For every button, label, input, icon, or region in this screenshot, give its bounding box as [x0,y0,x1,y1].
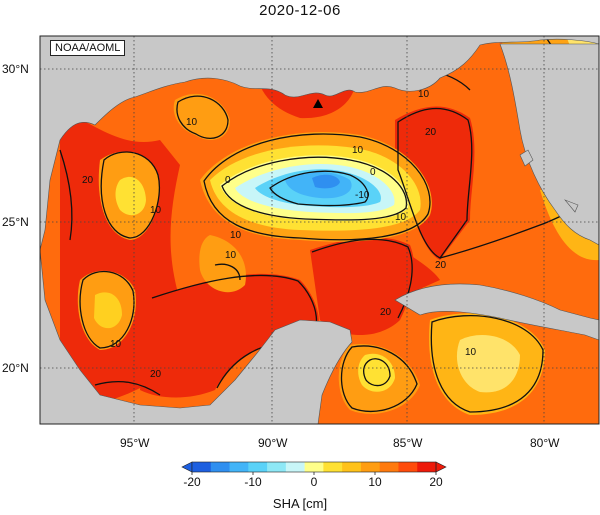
contour-label: 10 [186,117,198,128]
axis-labels: 30°N 25°N 20°N 95°W 90°W 85°W 80°W [2,62,560,450]
colorbar-segment [210,462,231,472]
contour-20-east [397,107,473,259]
colorbar-arrow-low [181,461,193,473]
map-frame [39,35,600,425]
colorbar-tick: 10 [368,475,382,489]
red-region-south [140,273,319,398]
colorbar-segment [304,462,324,472]
contour-10-north [176,95,229,139]
red-region-strait [380,235,440,300]
contour-label: 10 [225,250,237,261]
colorbar-tick: 20 [429,475,443,489]
graticule [40,36,599,424]
colorbar-ticks: -20 -10 0 10 20 [183,475,443,489]
lat-label: 25°N [2,215,29,229]
lon-label: 85°W [393,436,423,450]
map-title: 2020-12-06 [259,2,341,19]
land-florida [499,43,600,246]
contour-label: 20 [380,307,392,318]
contour-lines [59,36,599,413]
contour-10-central [214,263,241,281]
colorbar-segment [248,462,268,472]
colorbar [181,461,447,475]
lat-label: 20°N [2,361,29,375]
colorbar-segment [398,462,418,472]
yellow-center-caribbean-east [456,335,520,393]
colorbar-segment [192,462,212,472]
contour-label: 20 [150,369,162,380]
lon-label: 90°W [258,436,288,450]
contour-20-bay [94,380,161,396]
land-north-gulf-coast [39,35,600,251]
triangle-marker [313,99,323,108]
lon-label: 80°W [530,436,560,450]
cold-eddy-core-deep [312,174,340,189]
lat-label: 30°N [2,62,29,76]
contour-10-caribbean [340,345,418,412]
land [39,35,600,425]
contour-label: 0 [225,175,231,186]
credit-label: NOAA/AOML [50,40,126,56]
contour-20-coast [59,149,73,241]
contour-label: 20 [82,175,94,186]
contour-10-eddy [203,133,431,241]
contour-label: 10 [230,230,242,241]
contour-label: -10 [355,190,370,201]
colorbar-segment [323,462,343,472]
contour-label: 10 [418,89,430,100]
colorbar-tick: -10 [244,475,262,489]
yellow-center-southwest [94,292,122,329]
contour-labels: 0 0 -10 10 10 10 10 10 10 10 10 20 20 20… [82,89,477,380]
colorbar-segment [379,462,399,472]
colorbar-segment [360,462,381,472]
contour-label: 0 [370,167,376,178]
colorbar-tick: -20 [183,475,201,489]
contour-label: 10 [110,339,122,350]
colorbar-segment [229,462,249,472]
contour-10-caribbean-east [430,315,544,413]
yellow-center-west [115,176,146,216]
colorbar-arrow-high [435,461,447,473]
contour-0-eddy [221,156,408,221]
contour-label: 10 [150,205,162,216]
orange-eddy-north [173,93,230,140]
colorbar-segment [285,462,306,472]
contour-label: 10 [465,347,477,358]
contour-10-west [100,151,160,239]
colorbar-segment [417,462,437,472]
contour-label: 10 [395,212,407,223]
contour-20-south [151,274,317,389]
land-bahamas-2 [564,199,579,213]
contour-label: 20 [435,260,447,271]
contour-label: 20 [425,127,437,138]
colorbar-tick: 0 [311,475,318,489]
colorbar-segment [342,462,362,472]
contour-10-southwest [79,270,135,349]
contour-label: 10 [352,145,364,156]
colorbar-segment [267,462,287,472]
contour-minus10-eddy [269,170,369,207]
lon-label: 95°W [120,436,150,450]
red-region-east [395,106,475,261]
contour-20-caribbean [363,358,391,387]
colorbar-label: SHA [cm] [272,496,328,511]
land-bahamas-1 [519,149,534,167]
land-mexico [39,249,353,425]
